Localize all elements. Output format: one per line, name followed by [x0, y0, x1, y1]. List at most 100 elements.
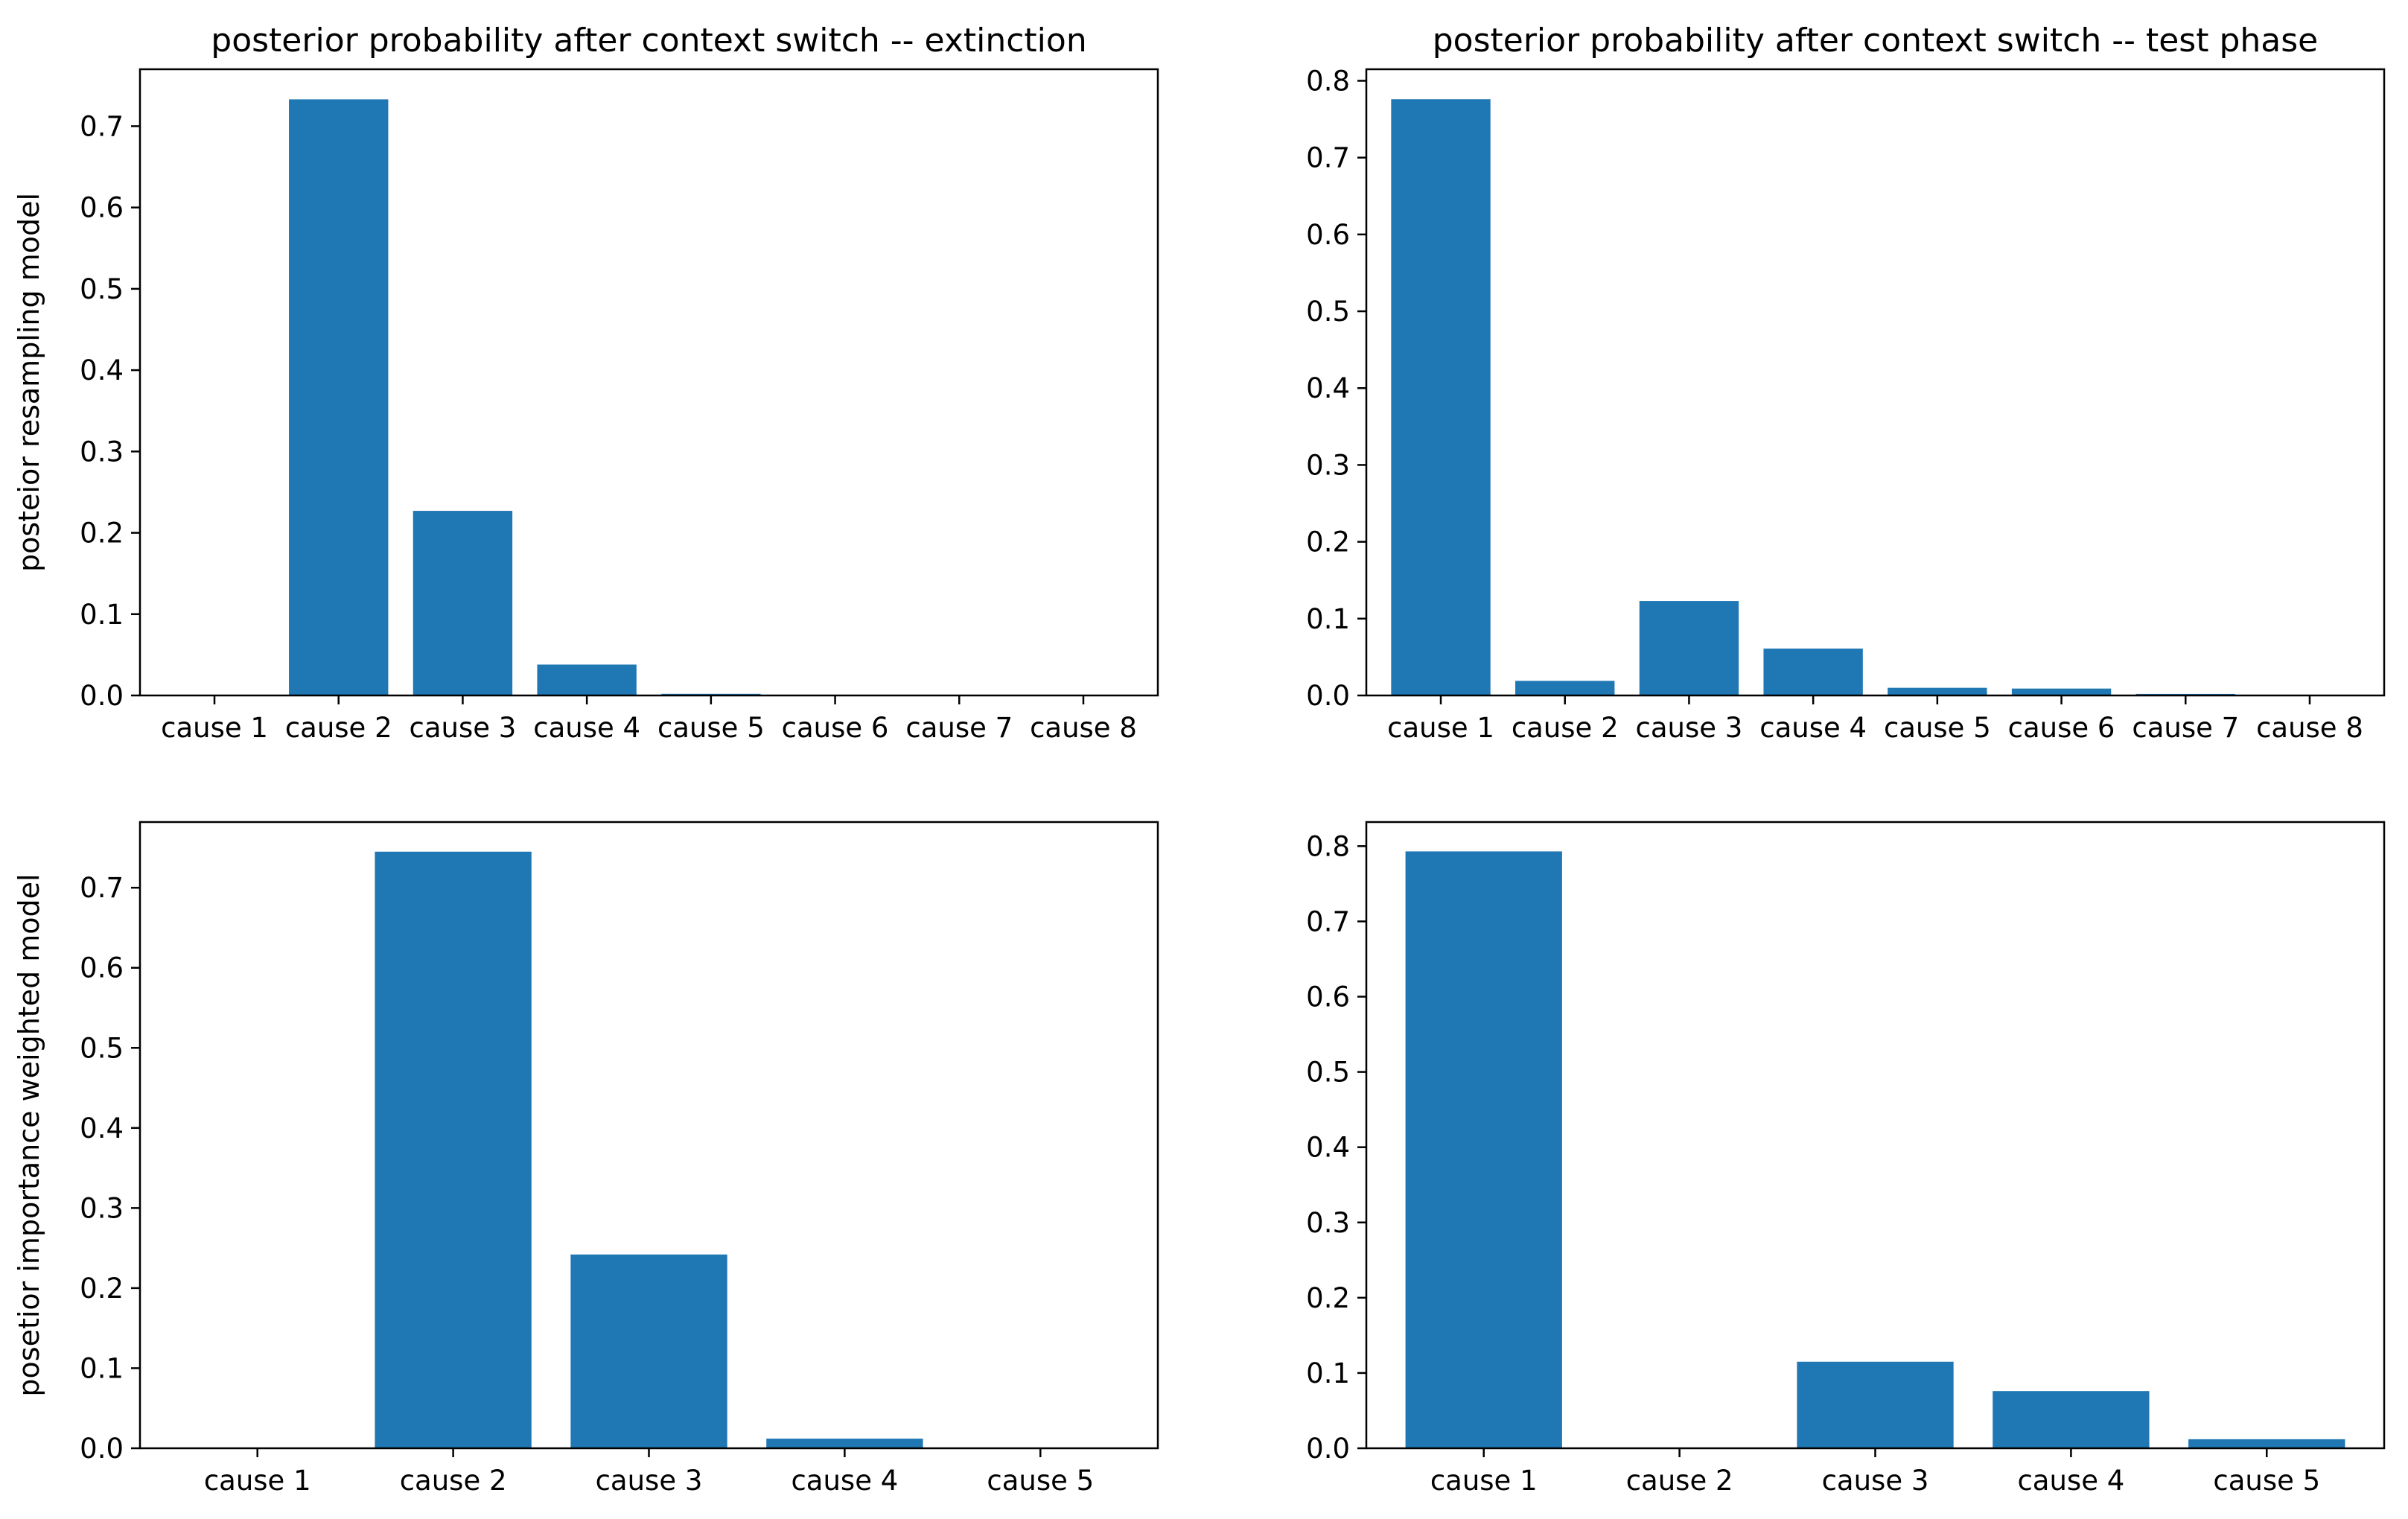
- y-tick-label: 0.2: [80, 1273, 124, 1305]
- x-tick-label: cause 7: [2132, 712, 2239, 744]
- y-axis-ticks: 0.0 0.1 0.2 0.3 0.4 0.5 0.6 0.7: [80, 110, 140, 712]
- x-tick-label: cause 4: [2017, 1465, 2124, 1497]
- y-tick-label: 0.7: [80, 872, 124, 904]
- x-tick-label: cause 3: [1822, 1465, 1929, 1497]
- bar-cause-3: [570, 1254, 727, 1448]
- bar-cause-3: [1639, 601, 1739, 695]
- bar-group: [375, 851, 923, 1448]
- bar-cause-4: [1763, 649, 1863, 695]
- y-tick-label: 0.3: [80, 1192, 124, 1224]
- y-axis-label: posteior resampling model: [13, 193, 45, 572]
- y-tick-label: 0.7: [1306, 142, 1350, 174]
- x-tick-label: cause 2: [1626, 1465, 1733, 1497]
- x-tick-label: cause 6: [2008, 712, 2115, 744]
- x-tick-label: cause 7: [905, 712, 1013, 744]
- bar-cause-5: [2188, 1439, 2345, 1448]
- bar-group: [289, 99, 761, 695]
- y-tick-label: 0.8: [1306, 65, 1350, 97]
- subplot-resampling-test-phase: 0.00.10.20.30.40.50.60.70.8 cause 1 cause…: [1306, 22, 2386, 744]
- bar-cause-1: [1391, 99, 1491, 696]
- x-tick-label: cause 2: [1512, 712, 1619, 744]
- bar-cause-3: [413, 511, 513, 695]
- axes-frame: [138, 68, 1159, 697]
- y-tick-label: 0.3: [1306, 449, 1350, 481]
- y-tick-label: 0.6: [80, 192, 124, 224]
- y-tick-label: 0.2: [1306, 526, 1350, 558]
- x-tick-label: cause 5: [657, 712, 765, 744]
- axes-frame: [1365, 821, 2386, 1450]
- y-tick-label: 0.5: [80, 1032, 124, 1064]
- bar-cause-4: [1993, 1391, 2150, 1448]
- y-tick-label: 0.1: [80, 1352, 124, 1384]
- bar-cause-4: [537, 664, 637, 695]
- y-tick-label: 0.5: [80, 273, 124, 305]
- bar-cause-2: [375, 851, 532, 1448]
- x-tick-label: cause 3: [410, 712, 517, 744]
- axes-frame: [138, 821, 1159, 1450]
- x-tick-label: cause 3: [1636, 712, 1743, 744]
- bar-cause-6: [2011, 688, 2112, 695]
- x-tick-label: cause 8: [2256, 712, 2363, 744]
- x-tick-label: cause 5: [987, 1465, 1094, 1497]
- y-tick-label: 0.3: [80, 436, 124, 468]
- y-tick-label: 0.1: [1306, 1357, 1350, 1389]
- x-tick-label: cause 5: [2213, 1465, 2320, 1497]
- y-tick-label: 0.8: [1306, 830, 1350, 862]
- x-axis-ticks: cause 1 cause 2 cause 3 cause 4 cause 5: [204, 1448, 1094, 1497]
- y-tick-label: 0.5: [1306, 1057, 1350, 1089]
- bar-cause-4: [766, 1439, 923, 1448]
- bar-cause-2: [289, 99, 389, 695]
- bar-cause-1: [1405, 851, 1562, 1448]
- bar-cause-2: [1515, 681, 1615, 695]
- x-tick-label: cause 2: [400, 1465, 507, 1497]
- bar-cause-5: [1888, 687, 1987, 695]
- y-axis-ticks: 0.0 0.1 0.2 0.3 0.4 0.5 0.6 0.7 0.8: [1306, 830, 1366, 1465]
- y-tick-label: 0.6: [80, 952, 124, 984]
- x-tick-label: cause 4: [791, 1465, 898, 1497]
- x-axis-ticks: cause 1 cause 2 cause 3 cause 4 cause 5 cause…: [161, 695, 1137, 744]
- y-tick-label: 0.0: [1306, 680, 1350, 712]
- x-tick-label: cause 8: [1030, 712, 1137, 744]
- y-tick-label: 0.2: [1306, 1282, 1350, 1314]
- x-tick-label: cause 4: [533, 712, 640, 744]
- subplot-title: posterior probability after context swit…: [211, 22, 1086, 60]
- x-tick-label: cause 1: [161, 712, 268, 744]
- x-axis-ticks: cause 1 cause 2 cause 3 cause 4 cause 5: [1430, 1448, 2320, 1497]
- y-tick-label: 0.7: [80, 110, 124, 142]
- y-tick-label: 0.2: [80, 518, 124, 550]
- x-tick-label: cause 1: [204, 1465, 311, 1497]
- bar-cause-3: [1797, 1361, 1954, 1448]
- y-tick-label: 0.4: [80, 1112, 124, 1144]
- y-axis-ticks: 0.0 0.1 0.2 0.3 0.4 0.5 0.6 0.7: [80, 872, 140, 1465]
- bar-group: [1405, 851, 2345, 1448]
- y-tick-label: 0.1: [80, 599, 124, 631]
- y-tick-label: 0.6: [1306, 981, 1350, 1013]
- bar-group: [1391, 99, 2235, 696]
- subplot-importance-test-phase: 0.00.10.20.30.40.50.60.70.8 cause 1 cause…: [1306, 821, 2386, 1497]
- y-tick-label: 0.0: [80, 680, 124, 712]
- subplot-title: posterior probability after context swit…: [1433, 22, 2319, 60]
- y-tick-label: 0.6: [1306, 219, 1350, 251]
- y-tick-label: 0.3: [1306, 1207, 1350, 1239]
- y-tick-label: 0.5: [1306, 296, 1350, 328]
- x-tick-label: cause 4: [1759, 712, 1867, 744]
- x-axis-ticks: cause 1 cause 2 cause 3 cause 4 cause 5 cause…: [1387, 695, 2363, 744]
- x-tick-label: cause 6: [782, 712, 889, 744]
- y-axis-ticks: 0.0 0.1 0.2 0.3 0.4 0.5 0.6 0.7 0.8: [1306, 65, 1366, 712]
- y-tick-label: 0.4: [80, 354, 124, 386]
- x-tick-label: cause 1: [1430, 1465, 1538, 1497]
- y-axis-label: posetior importance weighted model: [13, 873, 45, 1396]
- y-tick-label: 0.1: [1306, 603, 1350, 635]
- y-tick-label: 0.4: [1306, 1132, 1350, 1164]
- x-tick-label: cause 3: [596, 1465, 703, 1497]
- y-tick-label: 0.0: [80, 1433, 124, 1465]
- x-tick-label: cause 2: [285, 712, 392, 744]
- y-tick-label: 0.0: [1306, 1433, 1350, 1465]
- x-tick-label: cause 5: [1884, 712, 1991, 744]
- y-tick-label: 0.4: [1306, 372, 1350, 404]
- x-tick-label: cause 1: [1387, 712, 1494, 744]
- y-tick-label: 0.7: [1306, 905, 1350, 937]
